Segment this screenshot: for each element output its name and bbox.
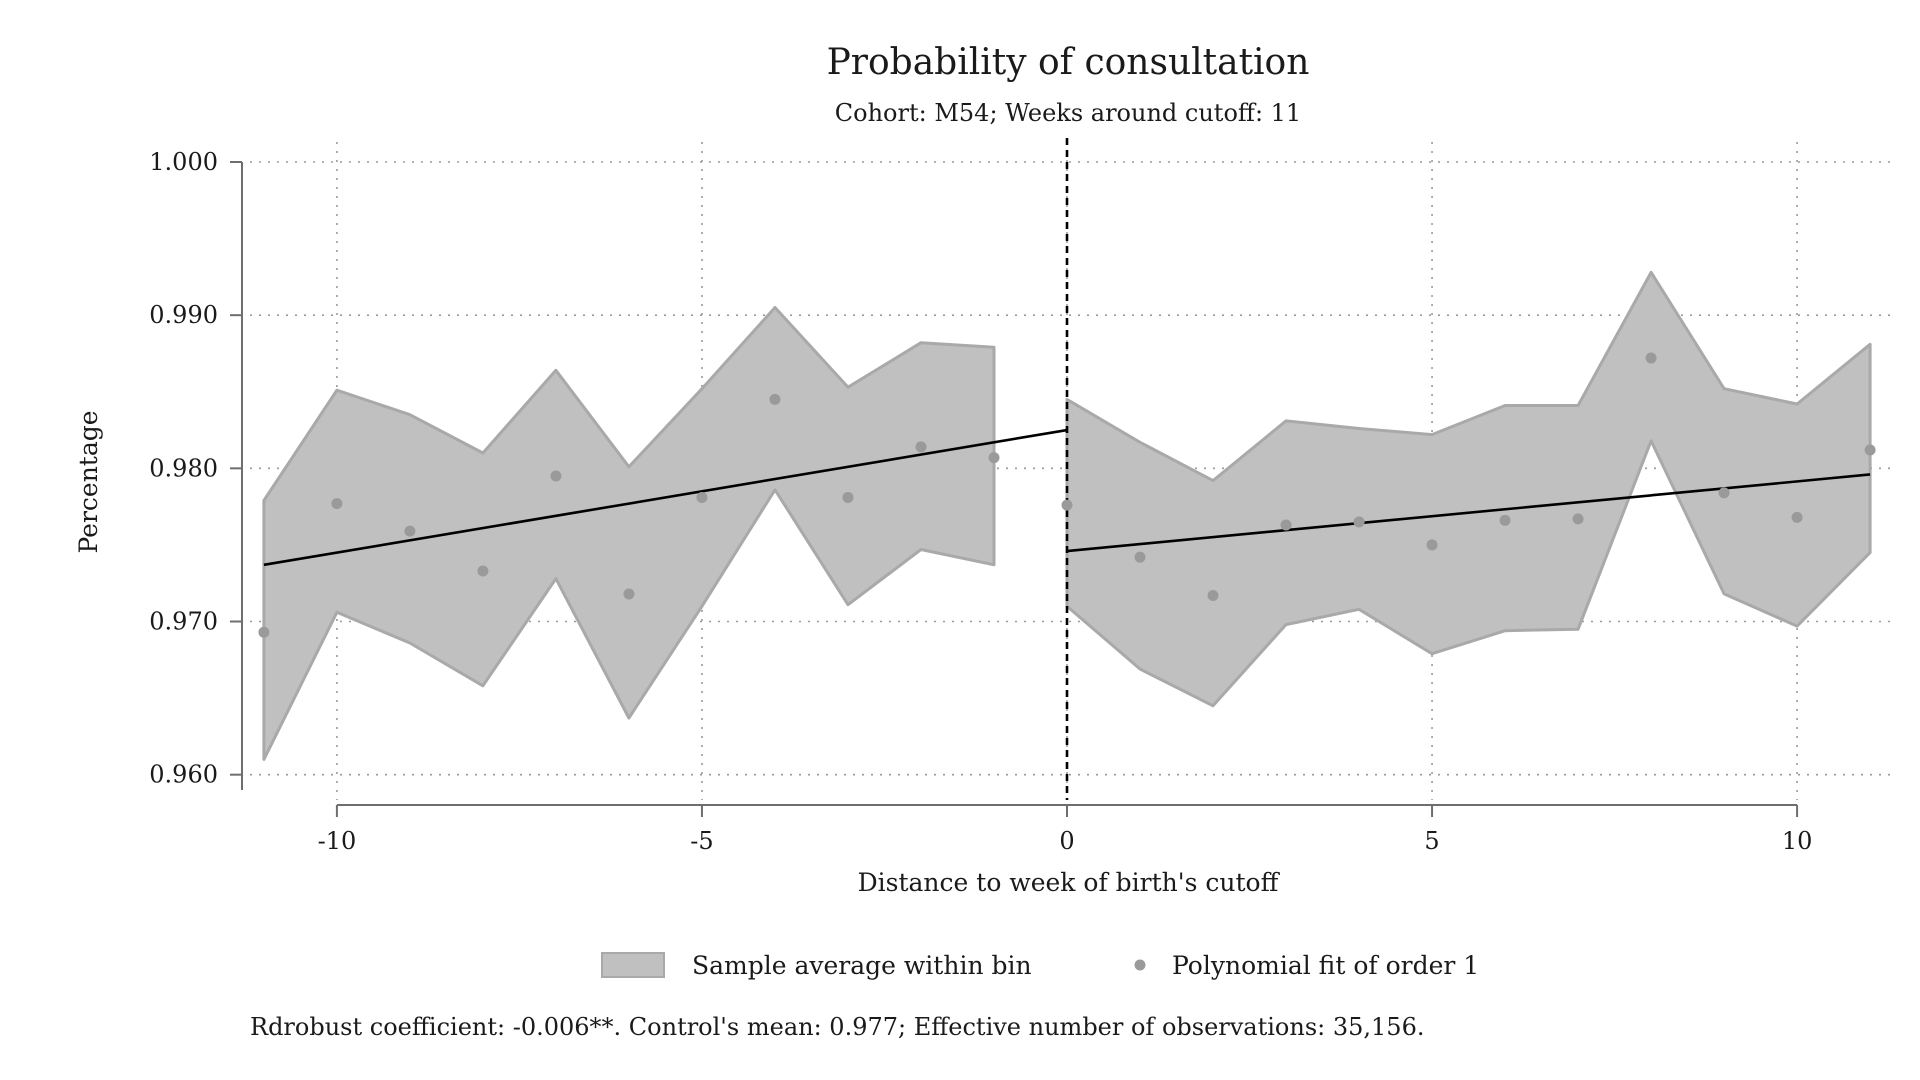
bin-point bbox=[988, 452, 1000, 464]
y-tick-label: 0.980 bbox=[149, 454, 218, 482]
x-tick-label: 0 bbox=[1059, 827, 1074, 855]
bin-point bbox=[696, 491, 708, 503]
fit-line-right bbox=[1066, 473, 1871, 553]
confidence-band-right bbox=[1065, 270, 1872, 708]
bin-point bbox=[1280, 519, 1292, 531]
y-tick-label: 0.960 bbox=[149, 761, 218, 789]
bin-point bbox=[331, 498, 343, 510]
bin-point bbox=[623, 588, 635, 600]
bin-average-points bbox=[258, 352, 1876, 638]
legend-label-band: Sample average within bin bbox=[692, 951, 1032, 980]
x-tick-label: 10 bbox=[1782, 827, 1813, 855]
legend-swatch-band bbox=[601, 952, 665, 978]
bin-point bbox=[1353, 516, 1365, 528]
bin-point bbox=[769, 393, 781, 405]
fit-line-left bbox=[263, 428, 1068, 567]
bin-point bbox=[842, 491, 854, 503]
y-tick-label: 1.000 bbox=[149, 148, 218, 176]
x-tick-label: 5 bbox=[1424, 827, 1439, 855]
bin-point bbox=[1499, 514, 1511, 526]
chart-title: Probability of consultation bbox=[827, 42, 1310, 83]
legend-swatch-points bbox=[1134, 959, 1146, 971]
x-tick-label: -10 bbox=[318, 827, 357, 855]
legend-label-fit: Polynomial fit of order 1 bbox=[1172, 951, 1479, 980]
polynomial-fit-lines bbox=[263, 428, 1871, 567]
bin-point bbox=[1061, 499, 1073, 511]
bin-point bbox=[1864, 444, 1876, 456]
bin-point bbox=[1207, 589, 1219, 601]
axes: 0.960 0.970 0.980 0.990 1.000 -10 -5 0 5 10 bbox=[149, 148, 1812, 855]
bin-point bbox=[258, 626, 270, 638]
x-tick-label: -5 bbox=[690, 827, 713, 855]
bin-point bbox=[1791, 511, 1803, 523]
bin-point bbox=[915, 441, 927, 453]
confidence-band-left bbox=[262, 306, 996, 761]
confidence-band bbox=[262, 270, 1872, 761]
bin-point bbox=[1718, 487, 1730, 499]
bin-point bbox=[1134, 551, 1146, 563]
bin-point bbox=[1572, 513, 1584, 525]
bin-point bbox=[1426, 539, 1438, 551]
y-tick-label: 0.970 bbox=[149, 608, 218, 636]
y-axis-label: Percentage bbox=[74, 410, 103, 553]
bin-point bbox=[477, 565, 489, 577]
y-tick-label: 0.990 bbox=[149, 301, 218, 329]
chart-subtitle: Cohort: M54; Weeks around cutoff: 11 bbox=[835, 99, 1301, 127]
legend: Sample average within bin Polynomial fit… bbox=[601, 951, 1479, 980]
bin-point bbox=[404, 525, 416, 537]
chart-note: Rdrobust coefficient: -0.006**. Control'… bbox=[250, 1013, 1424, 1041]
x-axis-label: Distance to week of birth's cutoff bbox=[858, 868, 1281, 897]
bin-point bbox=[1645, 352, 1657, 364]
bin-point bbox=[550, 470, 562, 482]
